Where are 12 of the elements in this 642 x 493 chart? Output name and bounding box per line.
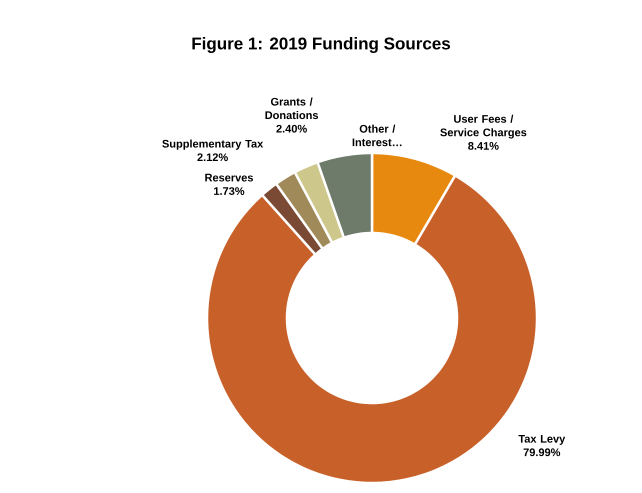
slice-label: User Fees / Service Charges [440, 114, 526, 139]
data-label: 2.12% [197, 153, 228, 162]
data-label: 8.41% [468, 142, 499, 150]
slice-label: Reserves [205, 174, 254, 182]
data-label: 1.73% [214, 187, 244, 195]
slice-label: Tax Levy [518, 435, 566, 445]
slice-label: Grants / Donations [265, 98, 318, 120]
slice-label: Other / Interest… [352, 124, 402, 146]
slice-label: Supplementary Tax [162, 140, 264, 150]
data-label: 2.40% [276, 124, 307, 133]
chart-title: Figure 1: 2019 Funding Sources [192, 37, 450, 53]
data-label: 79.99% [524, 448, 560, 456]
